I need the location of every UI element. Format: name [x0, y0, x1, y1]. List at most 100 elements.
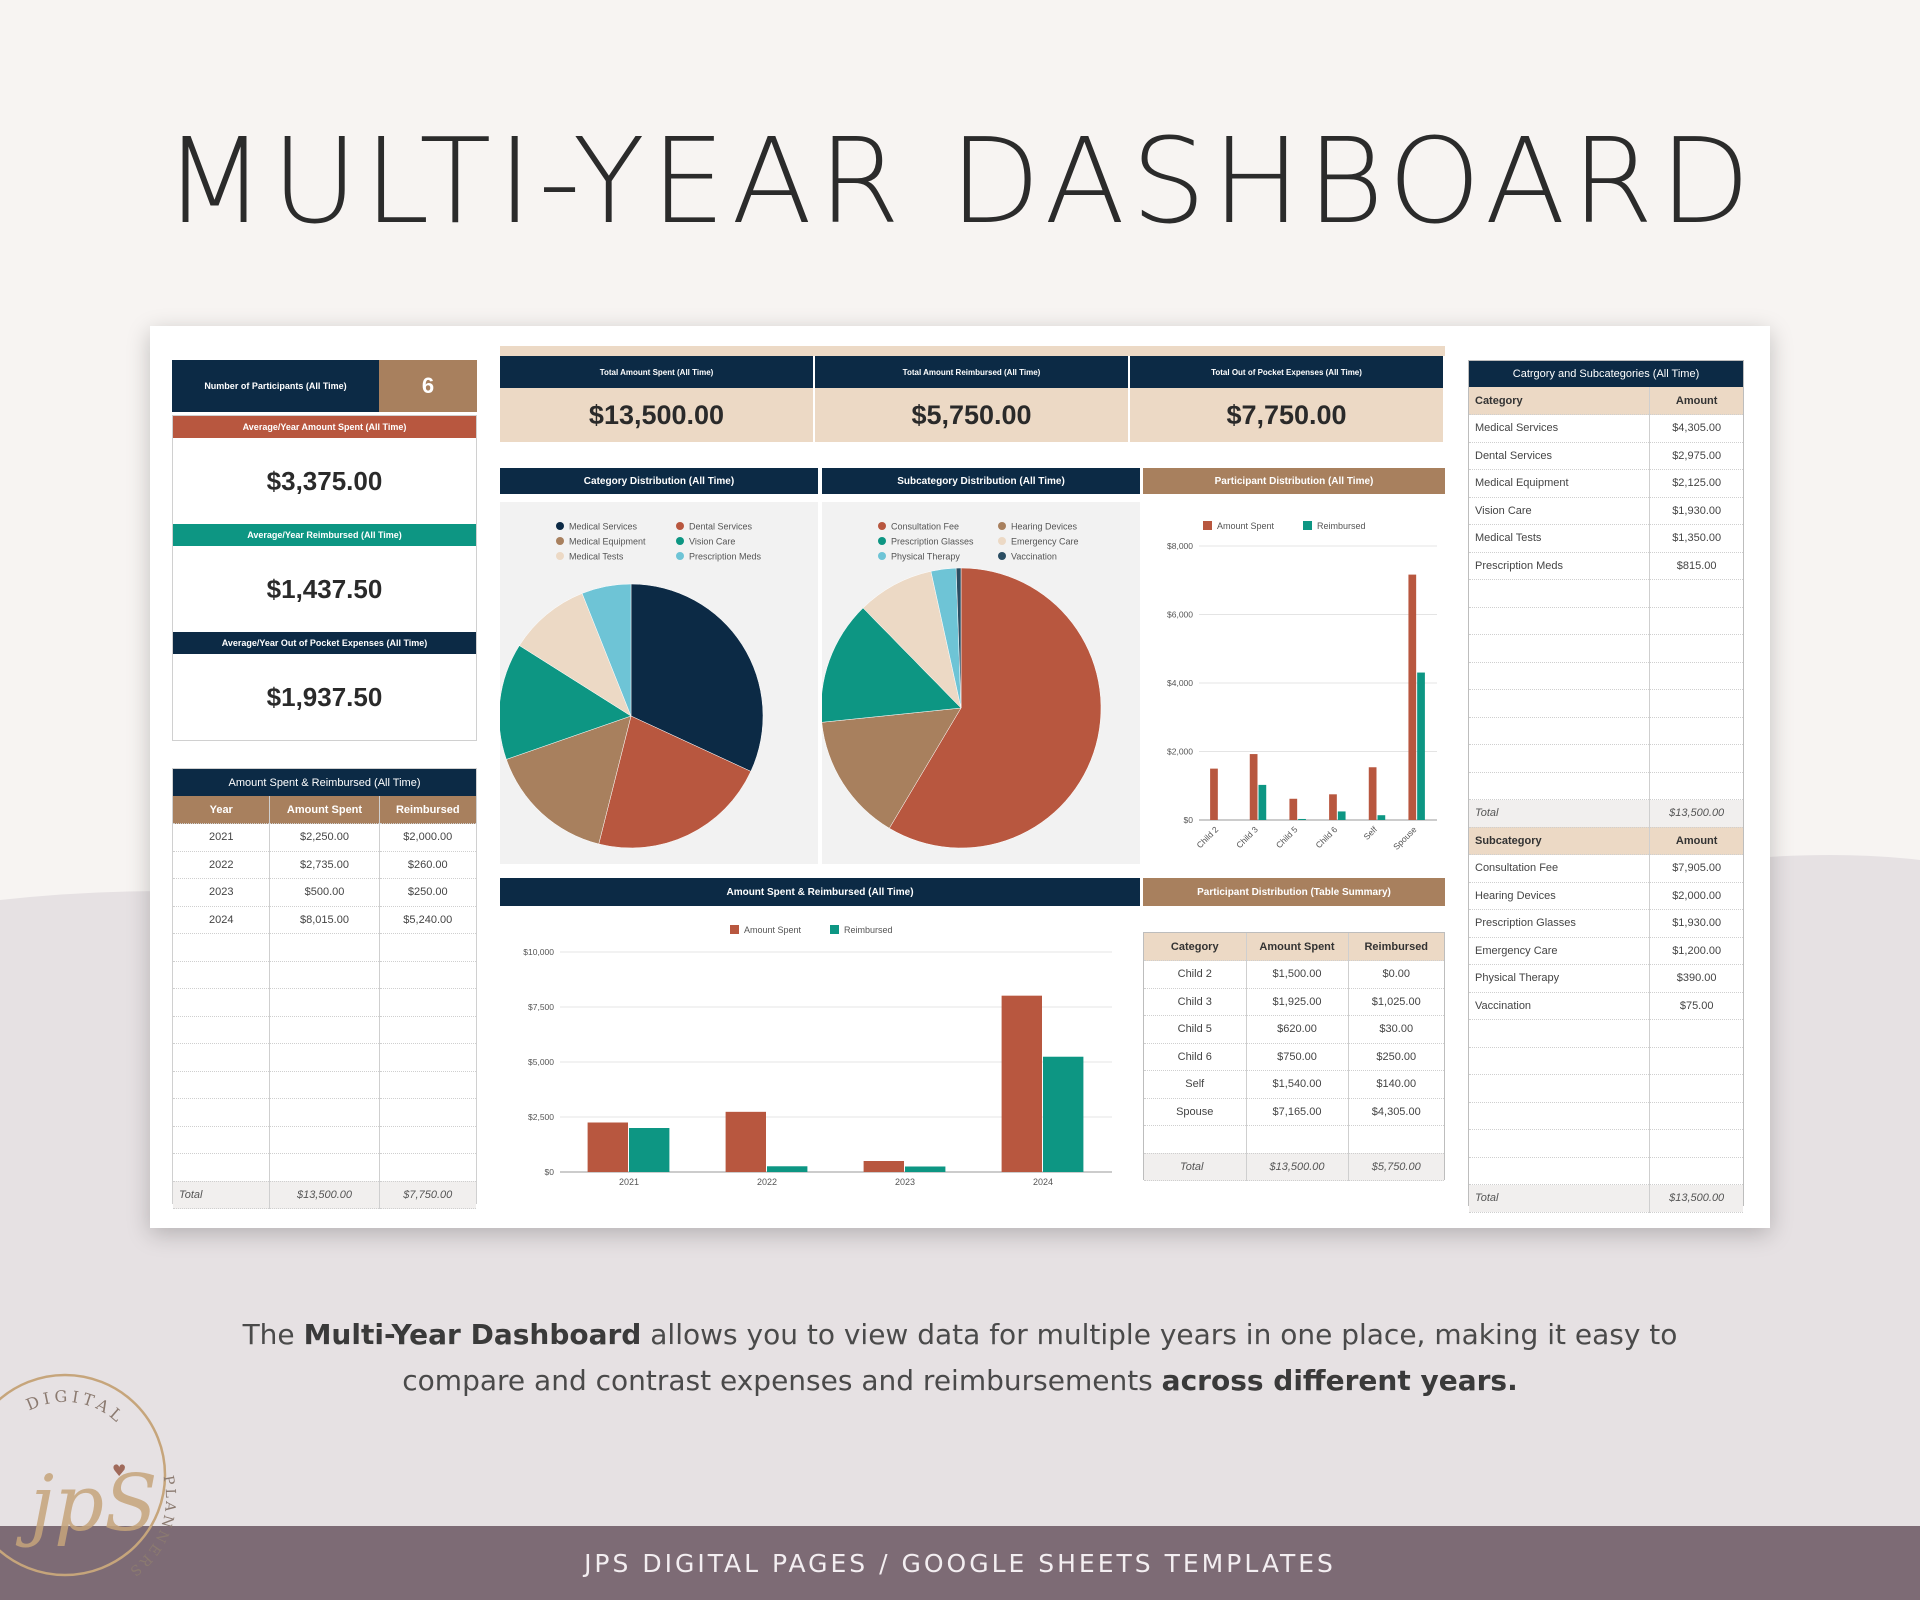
table-cell: Hearing Devices: [1469, 882, 1651, 910]
table-cell: $1,930.00: [1649, 497, 1743, 525]
category-chart-title: Category Distribution (All Time): [500, 468, 818, 494]
empty-row: [173, 1153, 476, 1182]
table-cell: 2023: [173, 878, 271, 907]
table-cell: Emergency Care: [1469, 937, 1651, 965]
table-cell: Vision Care: [1469, 497, 1651, 525]
brand-logo: DIGITAL PLANNERS jpS ♥: [0, 1373, 175, 1581]
x-tick-label: 2023: [895, 1177, 915, 1187]
empty-row: [1469, 744, 1743, 773]
table-cell: 2024: [173, 906, 271, 934]
subcategory-pie-chart: Consultation Fee Hearing Devices Prescript…: [820, 502, 1140, 864]
table-cell: $2,250.00: [269, 823, 380, 852]
total-card-value: $7,750.00: [1130, 388, 1443, 442]
empty-row: [173, 1098, 476, 1127]
table-cell: $1,925.00: [1246, 988, 1349, 1016]
total-amount: $13,500.00: [1649, 1184, 1743, 1213]
total-label: Total: [1469, 799, 1651, 828]
col-amount: Amount: [1649, 827, 1743, 855]
legend-swatch: [830, 925, 839, 934]
pie-slice: [498, 645, 632, 760]
bar: [629, 1128, 670, 1172]
subcategory-total: Total $13,500.00: [1469, 1184, 1743, 1213]
svg-text:DIGITAL: DIGITAL: [23, 1387, 129, 1428]
legend-swatch: [1303, 521, 1312, 530]
total-amount: $13,500.00: [1649, 799, 1743, 828]
avg-reimbursed-label: Average/Year Reimbursed (All Time): [173, 524, 476, 546]
year-chart-title: Amount Spent & Reimbursed (All Time): [500, 878, 1140, 906]
col-amount-spent: Amount Spent: [1246, 933, 1349, 961]
total-card-value: $13,500.00: [500, 388, 813, 442]
table-cell: $250.00: [1348, 1043, 1444, 1071]
year-table-header: Year Amount Spent Reimbursed: [173, 796, 476, 824]
avg-oop-value: $1,937.50: [173, 654, 476, 740]
category-table-title: Catrgory and Subcategories (All Time): [1469, 361, 1743, 387]
legend-label: Physical Therapy: [891, 552, 960, 562]
legend-swatch: [556, 537, 564, 545]
table-row: 2021 $2,250.00 $2,000.00: [173, 823, 476, 852]
bar: [1001, 995, 1042, 1172]
table-row: Prescription Meds $815.00: [1469, 552, 1743, 580]
legend-label: Prescription Meds: [689, 552, 762, 562]
table-row: Spouse $7,165.00 $4,305.00: [1144, 1098, 1444, 1126]
x-tick-label: 2022: [757, 1177, 777, 1187]
pie-slice: [955, 567, 962, 709]
bar: [1337, 811, 1346, 820]
table-row: 2022 $2,735.00 $260.00: [173, 851, 476, 879]
bar: [767, 1166, 808, 1172]
table-cell: $2,000.00: [1649, 882, 1743, 910]
legend-swatch: [1203, 521, 1212, 530]
avg-spent-label: Average/Year Amount Spent (All Time): [173, 416, 476, 438]
empty-row: [1469, 607, 1743, 635]
table-cell: $8,015.00: [269, 906, 380, 934]
year-table: Year Amount Spent Reimbursed 2021 $2,250.…: [173, 796, 476, 1209]
total-spent: $13,500.00: [1246, 1153, 1349, 1181]
empty-row: [173, 988, 476, 1017]
table-cell: $2,735.00: [269, 851, 380, 879]
legend-swatch: [878, 552, 886, 560]
x-tick-label: Child 3: [1234, 824, 1260, 850]
table-row: 2023 $500.00 $250.00: [173, 878, 476, 907]
category-pie-chart: Medical Services Dental Services Medical E…: [498, 502, 818, 864]
bar: [1377, 815, 1386, 820]
table-cell: $2,125.00: [1649, 469, 1743, 498]
empty-row: [1469, 1157, 1743, 1185]
legend-label: Medical Services: [569, 522, 638, 532]
category-table: Category Amount Medical Services $4,305.0…: [1469, 387, 1743, 1213]
description-bold: across different years.: [1161, 1364, 1518, 1397]
participant-table-title: Participant Distribution (Table Summary): [1143, 878, 1445, 906]
col-category: Category: [1144, 933, 1247, 961]
legend-label: Dental Services: [689, 522, 753, 532]
table-row: Consultation Fee $7,905.00: [1469, 854, 1743, 883]
empty-row: [1469, 634, 1743, 663]
empty-row: [1469, 1102, 1743, 1130]
legend-label: Reimbursed: [844, 925, 893, 935]
empty-row: [173, 1071, 476, 1099]
table-cell: Child 6: [1144, 1043, 1247, 1071]
table-cell: $30.00: [1348, 1015, 1444, 1044]
legend-label: Vision Care: [689, 537, 735, 547]
pie-slice: [506, 715, 632, 845]
table-row: Dental Services $2,975.00: [1469, 442, 1743, 470]
subcategory-chart-title: Subcategory Distribution (All Time): [822, 468, 1140, 494]
table-cell: $2,000.00: [379, 823, 476, 852]
legend-label: Medical Tests: [569, 552, 624, 562]
bar: [1368, 767, 1377, 820]
table-cell: $7,165.00: [1246, 1098, 1349, 1126]
total-card: Total Amount Spent (All Time) $13,500.00: [500, 356, 813, 444]
x-tick-label: Child 2: [1194, 824, 1220, 850]
bar: [1249, 754, 1258, 820]
total-card-label: Total Amount Reimbursed (All Time): [815, 356, 1128, 388]
table-cell: $500.00: [269, 878, 380, 907]
empty-row: [1469, 662, 1743, 690]
y-tick-label: $7,500: [528, 1002, 554, 1012]
table-cell: $390.00: [1649, 964, 1743, 993]
dashboard-sheet: Number of Participants (All Time) 6 Aver…: [150, 326, 1770, 1228]
bar: [1258, 784, 1267, 820]
empty-row: [1144, 1125, 1444, 1154]
x-tick-label: 2021: [619, 1177, 639, 1187]
legend-swatch: [998, 552, 1006, 560]
table-cell: Prescription Meds: [1469, 552, 1651, 580]
total-reimbursed: $5,750.00: [1348, 1153, 1444, 1181]
averages-panel: Average/Year Amount Spent (All Time) $3,…: [172, 415, 477, 741]
table-cell: Dental Services: [1469, 442, 1651, 470]
